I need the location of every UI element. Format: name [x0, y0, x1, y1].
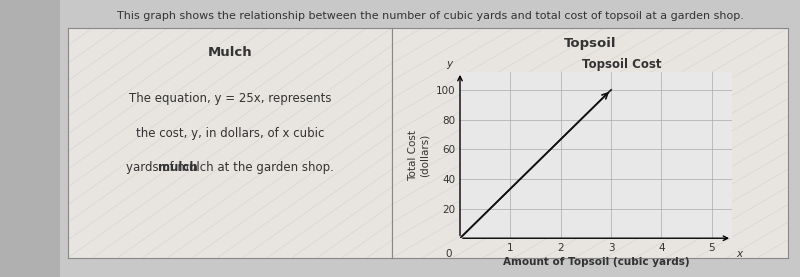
Y-axis label: Total Cost
(dollars): Total Cost (dollars) [408, 130, 430, 181]
Text: Mulch: Mulch [208, 46, 252, 59]
X-axis label: Amount of Topsoil (cubic yards): Amount of Topsoil (cubic yards) [502, 257, 690, 267]
Text: x: x [736, 249, 742, 259]
Text: This graph shows the relationship between the number of cubic yards and total co: This graph shows the relationship betwee… [117, 11, 743, 21]
Text: Topsoil Cost: Topsoil Cost [582, 58, 662, 71]
Text: y: y [446, 59, 452, 69]
Text: Topsoil: Topsoil [564, 37, 616, 50]
Text: mulch: mulch [158, 161, 198, 174]
Text: 0: 0 [446, 249, 452, 259]
Text: The equation, y = 25x, represents: The equation, y = 25x, represents [129, 92, 331, 105]
Text: yards of mulch at the garden shop.: yards of mulch at the garden shop. [126, 161, 334, 174]
Text: the cost, y, in dollars, of x cubic: the cost, y, in dollars, of x cubic [136, 127, 324, 140]
